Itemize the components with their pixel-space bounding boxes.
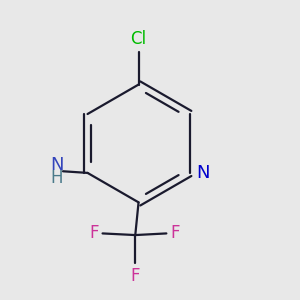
- Text: H: H: [51, 169, 63, 188]
- Text: F: F: [89, 224, 99, 242]
- Text: N: N: [197, 164, 210, 182]
- Text: N: N: [50, 156, 64, 174]
- Text: F: F: [170, 224, 180, 242]
- Text: F: F: [130, 267, 140, 285]
- Text: Cl: Cl: [130, 30, 147, 48]
